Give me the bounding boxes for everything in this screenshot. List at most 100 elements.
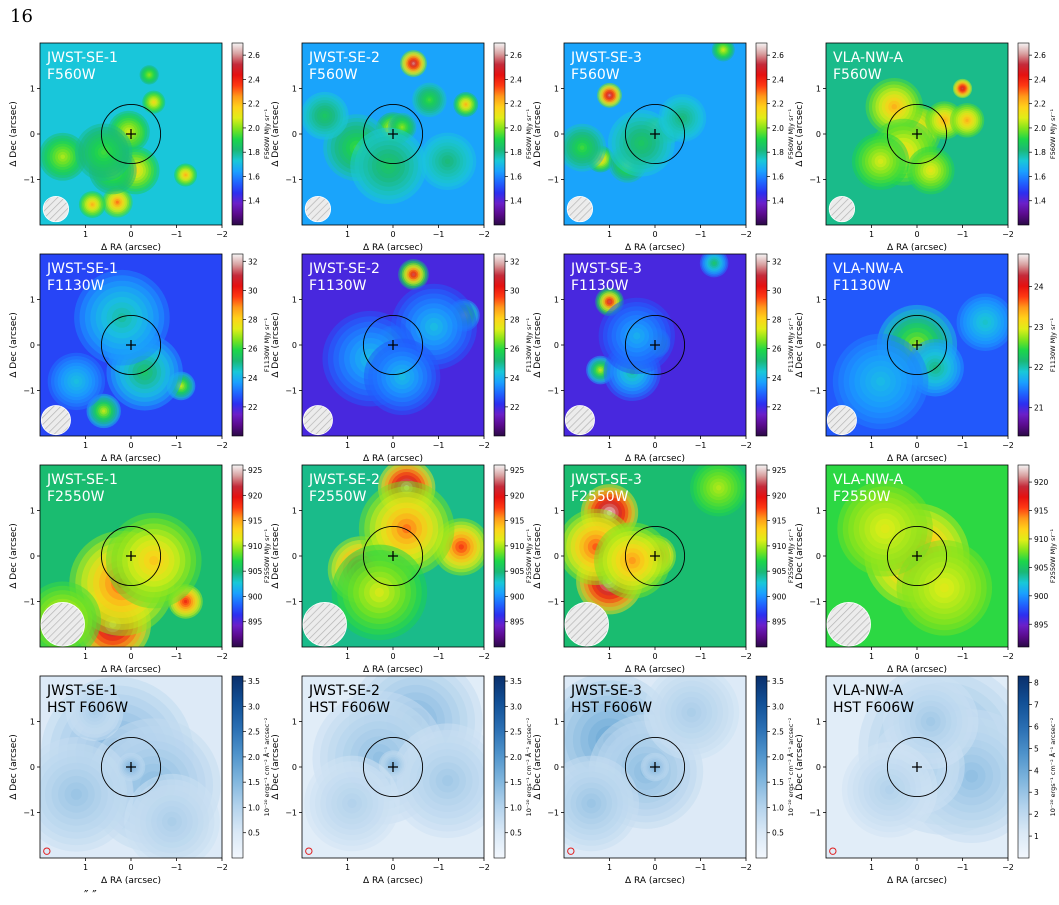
- panel-source-label: JWST-SE-3: [570, 472, 642, 488]
- y-axis-label: Δ Dec (arcsec): [9, 523, 19, 588]
- center-cross: [912, 340, 922, 350]
- colorbar-tick-label: 1.8: [510, 148, 522, 157]
- y-tick-label: −1: [809, 809, 821, 818]
- emission-blob: [102, 409, 106, 413]
- y-axis-label: Δ Dec (arcsec): [9, 734, 19, 799]
- emission-blob: [891, 104, 897, 110]
- colorbar-tick-label: 2.5: [510, 728, 522, 737]
- center-cross: [126, 551, 136, 561]
- emission-blob: [152, 101, 155, 104]
- x-axis-label: Δ RA (arcsec): [101, 243, 161, 253]
- map-image: [826, 43, 1008, 225]
- x-axis-label: Δ RA (arcsec): [625, 665, 685, 675]
- y-tick-label: −1: [547, 598, 559, 607]
- colorbar-tick-label: 1.6: [248, 172, 260, 181]
- y-tick-label: 1: [30, 296, 35, 305]
- colorbar-tick-label: 3.5: [772, 677, 784, 686]
- y-tick-label: 1: [554, 85, 559, 94]
- center-cross: [388, 340, 398, 350]
- x-tick-label: 1: [345, 652, 350, 661]
- colorbar-tick-label: 2.6: [510, 51, 522, 60]
- y-axis-label: Δ Dec (arcsec): [533, 312, 543, 377]
- panel-filter-label: F2550W: [47, 489, 105, 505]
- x-tick-label: −2: [740, 652, 752, 661]
- x-tick-label: −2: [1002, 230, 1014, 239]
- colorbar: [1017, 675, 1030, 859]
- y-tick-label: 1: [554, 296, 559, 305]
- colorbar-tick-label: 2: [1034, 810, 1039, 819]
- map-image: [564, 676, 746, 858]
- x-tick-label: −2: [740, 230, 752, 239]
- y-tick-label: 0: [292, 552, 297, 561]
- y-tick-label: −1: [23, 809, 35, 818]
- y-tick-label: 0: [554, 552, 559, 561]
- x-tick-label: 0: [652, 652, 657, 661]
- colorbar: [231, 42, 244, 226]
- x-tick-label: −1: [171, 652, 183, 661]
- colorbar-tick-label: 22: [772, 403, 782, 412]
- colorbar-tick-label: 2.6: [1034, 51, 1046, 60]
- colorbar-tick-label: 26: [248, 345, 258, 354]
- emission-blob: [429, 322, 439, 331]
- colorbar-label: F2550W MJy sr⁻¹: [263, 528, 271, 583]
- emission-blob: [579, 145, 585, 150]
- center-cross: [388, 129, 398, 139]
- colorbar-tick-label: 0.5: [772, 829, 784, 838]
- emission-blob: [442, 775, 454, 787]
- x-tick-label: 1: [869, 230, 874, 239]
- x-tick-label: −2: [216, 230, 228, 239]
- colorbar-tick-label: 4: [1034, 766, 1039, 775]
- colorbar-tick-label: 3: [1034, 788, 1039, 797]
- x-tick-label: 1: [607, 441, 612, 450]
- beam-ellipse: [40, 602, 85, 647]
- x-axis-label: Δ RA (arcsec): [625, 243, 685, 253]
- map-image: [302, 465, 484, 647]
- x-tick-label: −2: [216, 441, 228, 450]
- y-tick-label: 0: [292, 763, 297, 772]
- colorbar-tick-label: 2.6: [248, 51, 260, 60]
- colorbar-tick-label: 915: [248, 517, 263, 526]
- y-tick-label: 0: [816, 130, 821, 139]
- emission-blob: [716, 485, 722, 491]
- colorbar-tick-label: 3.5: [510, 677, 522, 686]
- colorbar-tick-label: 2.0: [510, 753, 522, 762]
- colorbar-tick-label: 1.0: [772, 803, 784, 812]
- colorbar-tick-label: 1: [1034, 832, 1039, 841]
- colorbar-tick-label: 0.5: [248, 829, 260, 838]
- colorbar-tick-label: 30: [510, 286, 520, 295]
- x-tick-label: −1: [433, 230, 445, 239]
- y-tick-label: −1: [809, 387, 821, 396]
- panel-source-label: JWST-SE-2: [308, 261, 380, 277]
- x-axis-label: Δ RA (arcsec): [101, 876, 161, 886]
- emission-blob: [982, 319, 988, 325]
- colorbar-tick-label: 920: [1034, 478, 1049, 487]
- colorbar-tick-label: 910: [248, 542, 263, 551]
- y-tick-label: 1: [292, 296, 297, 305]
- x-tick-label: −2: [1002, 863, 1014, 872]
- x-tick-label: 1: [345, 230, 350, 239]
- emission-blob: [939, 583, 949, 593]
- y-tick-label: −1: [547, 809, 559, 818]
- emission-blob: [444, 158, 451, 164]
- panel-source-label: JWST-SE-1: [46, 261, 118, 277]
- colorbar: [1017, 42, 1030, 226]
- x-tick-label: 1: [83, 441, 88, 450]
- colorbar-tick-label: 1.0: [248, 803, 260, 812]
- colorbar-label: F1130W MJy sr⁻¹: [263, 317, 271, 372]
- panel-source-label: VLA-NW-A: [833, 472, 904, 488]
- y-tick-label: −1: [809, 176, 821, 185]
- emission-blob: [184, 599, 188, 604]
- colorbar-tick-label: 2.0: [510, 124, 522, 133]
- panel-filter-label: F560W: [833, 67, 882, 83]
- x-tick-label: 0: [128, 863, 133, 872]
- x-tick-label: −1: [695, 441, 707, 450]
- colorbar-tick-label: 900: [772, 592, 787, 601]
- center-cross: [126, 129, 136, 139]
- y-tick-label: 1: [30, 85, 35, 94]
- beam-ellipse: [828, 195, 856, 223]
- y-tick-label: 0: [554, 763, 559, 772]
- colorbar-tick-label: 915: [772, 517, 787, 526]
